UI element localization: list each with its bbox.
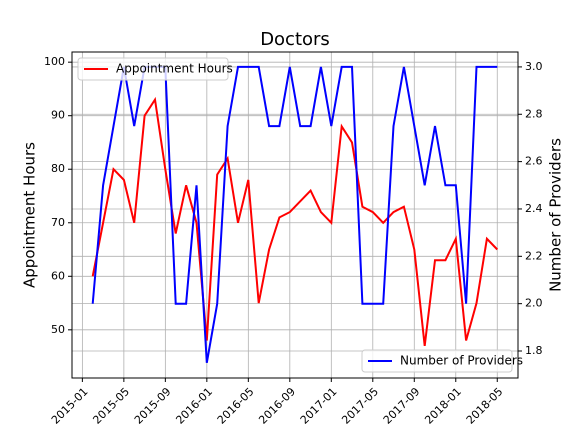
x-tick-label: 2015-05	[90, 385, 132, 427]
y2-axis-label: Number of Providers	[547, 138, 565, 292]
x-tick-label: 2016-05	[215, 385, 257, 427]
chart-title: Doctors	[260, 29, 330, 50]
legend-box	[77, 57, 229, 81]
x-tick-label: 2017-05	[339, 385, 381, 427]
y2-tick-label: 1.8	[525, 344, 543, 357]
y-tick-label: 70	[51, 216, 65, 229]
x-tick-label: 2015-09	[132, 385, 174, 427]
legend-label: Appointment Hours	[116, 62, 233, 76]
y2-tick-label: 2.8	[525, 107, 543, 120]
legend-label: Number of Providers	[400, 354, 523, 368]
x-tick-label: 2017-09	[381, 385, 423, 427]
plot-frame	[71, 51, 519, 379]
y2-tick-label: 3.0	[525, 60, 543, 73]
x-tick-label: 2018-01	[422, 385, 464, 427]
y2-tick-label: 2.6	[525, 155, 543, 168]
legend-box	[361, 349, 513, 373]
x-tick-label: 2018-05	[464, 385, 506, 427]
y-tick-label: 60	[51, 269, 65, 282]
y-tick-label: 90	[51, 109, 65, 122]
data-line	[91, 65, 498, 363]
y-tick-label: 100	[44, 55, 65, 68]
x-tick-label: 2017-01	[298, 385, 340, 427]
x-tick-label: 2016-01	[173, 385, 215, 427]
y-axis-label: Appointment Hours	[21, 142, 39, 288]
y-tick-label: 50	[51, 323, 65, 336]
x-tick-label: 2015-01	[49, 385, 91, 427]
y2-tick-label: 2.2	[525, 249, 543, 262]
y-tick-label: 80	[51, 162, 65, 175]
y2-tick-label: 2.0	[525, 297, 543, 310]
data-line	[91, 96, 499, 347]
x-tick-label: 2016-09	[256, 385, 298, 427]
y2-tick-label: 2.4	[525, 202, 543, 215]
